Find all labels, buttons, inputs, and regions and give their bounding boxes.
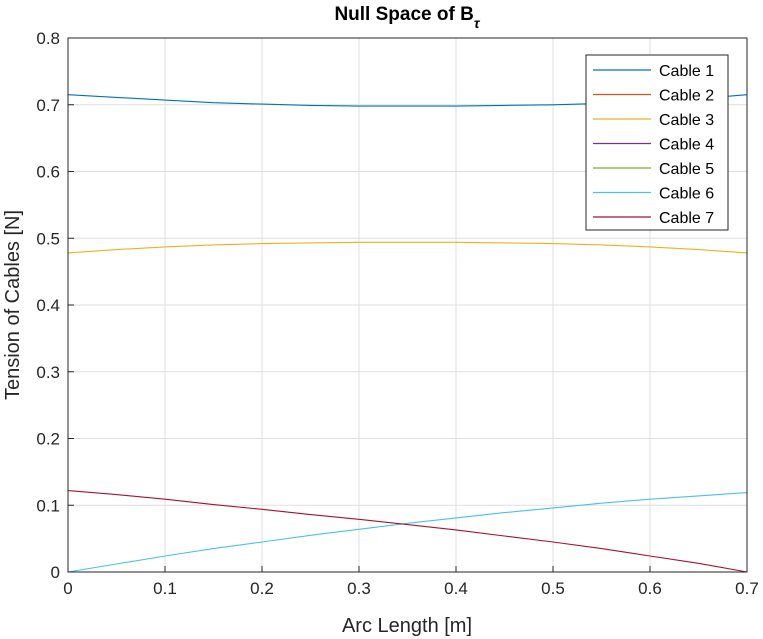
chart-title-main: Null Space of B — [334, 4, 473, 25]
legend-label-cable-4: Cable 4 — [659, 137, 714, 154]
x-tick-label: 0.1 — [153, 579, 177, 598]
y-tick-label: 0.7 — [36, 96, 60, 115]
chart-title-subscript: τ — [474, 15, 481, 31]
legend-box — [585, 54, 729, 231]
y-axis-label: Tension of Cables [N] — [2, 210, 24, 400]
y-tick-label: 0.6 — [36, 163, 60, 182]
legend-label-cable-7: Cable 7 — [659, 210, 714, 227]
legend-label-cable-1: Cable 1 — [659, 63, 714, 80]
x-tick-label: 0.6 — [638, 579, 662, 598]
x-tick-label: 0 — [63, 579, 72, 598]
x-tick-label: 0.3 — [347, 579, 371, 598]
x-axis-label: Arc Length [m] — [342, 615, 472, 637]
y-tick-label: 0.1 — [36, 496, 60, 515]
legend-label-cable-6: Cable 6 — [659, 186, 714, 203]
x-tick-label: 0.5 — [541, 579, 565, 598]
y-tick-label: 0.3 — [36, 363, 60, 382]
chart-title: Null Space of Bτ — [334, 4, 480, 31]
x-axis-ticks: 0 0.1 0.2 0.3 0.4 0.5 0.6 0.7 — [63, 566, 759, 598]
series-line-cable-6 — [67, 492, 748, 573]
y-tick-label: 0.5 — [36, 229, 60, 248]
legend: Cable 1 Cable 2 Cable 3 Cable 4 Cable 5 Cable… — [585, 54, 729, 231]
series-line-cable-7 — [67, 490, 748, 573]
y-tick-label: 0.4 — [36, 296, 60, 315]
x-tick-label: 0.7 — [735, 579, 759, 598]
y-tick-label: 0.2 — [36, 430, 60, 449]
legend-label-cable-5: Cable 5 — [659, 161, 714, 178]
y-tick-label: 0.8 — [36, 29, 60, 48]
y-tick-label: 0 — [51, 563, 60, 582]
x-tick-label: 0.4 — [444, 579, 468, 598]
legend-label-cable-3: Cable 3 — [659, 112, 714, 129]
x-tick-label: 0.2 — [250, 579, 274, 598]
series-line-cable-3 — [67, 241, 748, 254]
y-axis-ticks: 0 0.1 0.2 0.3 0.4 0.5 0.6 0.7 0.8 — [36, 29, 74, 582]
legend-label-cable-2: Cable 2 — [659, 88, 714, 105]
